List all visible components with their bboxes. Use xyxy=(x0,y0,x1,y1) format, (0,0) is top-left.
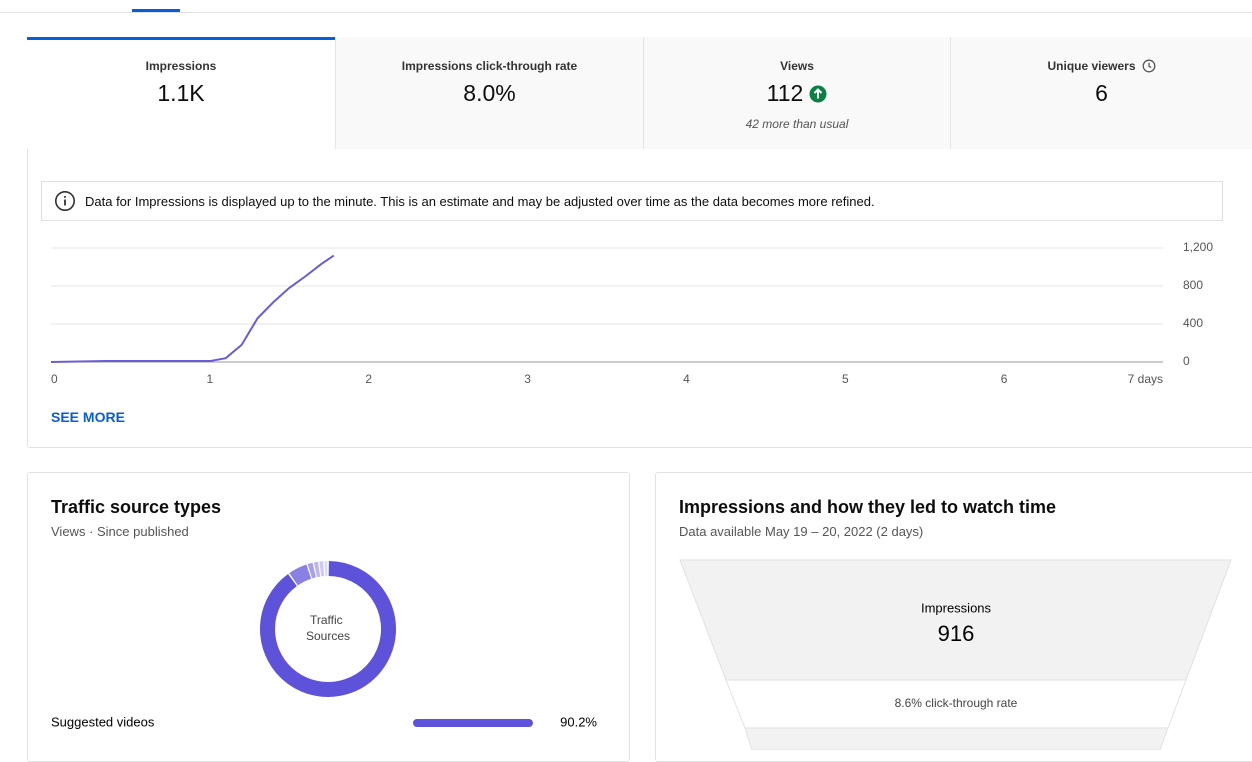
funnel: Impressions 916 8.6% click-through rate xyxy=(680,560,1231,750)
donut-center-label: Traffic Sources xyxy=(306,613,350,643)
y-tick-label: 1,200 xyxy=(1183,240,1213,254)
legend-label: Suggested videos xyxy=(51,714,155,729)
x-tick-label: 4 xyxy=(683,372,690,386)
funnel-label: Impressions xyxy=(921,600,992,615)
line-series xyxy=(51,256,334,362)
funnel-stage xyxy=(745,728,1168,750)
donut-segment xyxy=(294,572,309,580)
x-tick-label: 2 xyxy=(365,372,372,386)
funnel-value: 916 xyxy=(938,621,975,646)
donut-center-line: Traffic xyxy=(310,613,343,627)
y-tick-label: 0 xyxy=(1183,354,1190,368)
x-tick-label: 0 xyxy=(51,372,58,386)
x-tick-label: 6 xyxy=(1001,372,1008,386)
x-tick-label: 3 xyxy=(524,372,531,386)
funnel-ctr: 8.6% click-through rate xyxy=(895,696,1018,710)
x-tick-label: 7 days xyxy=(1128,372,1163,386)
donut-segment xyxy=(315,569,319,570)
y-tick-label: 800 xyxy=(1183,278,1203,292)
legend-bar xyxy=(413,719,533,727)
y-tick-label: 400 xyxy=(1183,316,1203,330)
donut-center-line: Sources xyxy=(306,629,350,643)
legend-value: 90.2% xyxy=(560,714,597,729)
donut-segment xyxy=(310,570,314,571)
x-tick-label: 1 xyxy=(207,372,214,386)
x-tick-label: 5 xyxy=(842,372,849,386)
